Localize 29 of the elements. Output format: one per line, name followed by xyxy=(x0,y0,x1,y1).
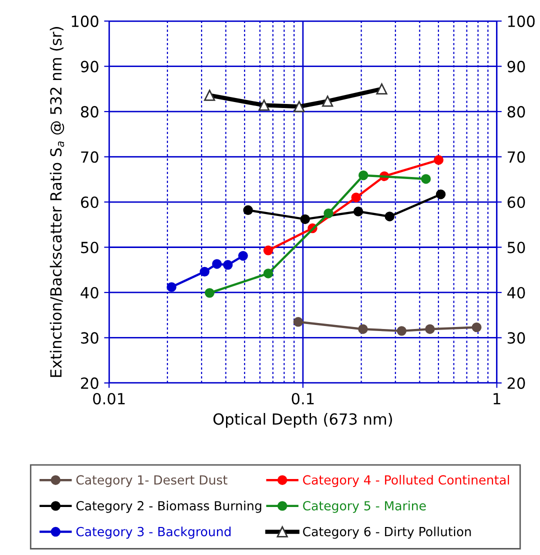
y-tick-label: 70 xyxy=(81,151,98,163)
y2-tick-label: 60 xyxy=(508,196,525,208)
y-tick-label: 100 xyxy=(72,16,98,28)
x-axis-title: Optical Depth (673 nm) xyxy=(213,413,392,428)
x-tick-label: 0.01 xyxy=(93,392,125,404)
legend-label: Category 5 - Marine xyxy=(303,500,426,513)
y-tick-label: 80 xyxy=(80,106,98,118)
y2-tick-label: 100 xyxy=(508,16,535,28)
y2-tick-label: 50 xyxy=(508,242,525,254)
y-tick-label: 20 xyxy=(81,377,98,389)
x-tick-label: 1 xyxy=(494,393,500,404)
legend-label: Category 1- Desert Dust xyxy=(76,475,228,488)
y2-tick-label: 40 xyxy=(507,286,525,299)
y2-tick-label: 20 xyxy=(508,377,525,389)
legend-label: Category 6 - Dirty Pollution xyxy=(303,526,471,539)
y-tick-label: 40 xyxy=(80,286,98,299)
y-tick-label: 50 xyxy=(81,242,98,254)
y2-tick-label: 30 xyxy=(508,332,525,344)
legend-label: Category 4 - Polluted Continental xyxy=(303,474,509,488)
y-tick-label: 30 xyxy=(81,332,98,344)
y2-tick-label: 90 xyxy=(507,60,525,72)
y2-tick-label: 70 xyxy=(508,151,525,163)
y2-tick-label: 80 xyxy=(508,106,525,118)
y-tick-label: 60 xyxy=(80,196,98,208)
legend-label: Category 2 - Biomass Burning xyxy=(76,500,262,513)
legend-label: Category 3 - Background xyxy=(76,526,231,539)
y-axis-title: Extinction/Backscatter Ratio S$_{a}$ @ 532 nm (sr) xyxy=(50,27,64,377)
x-tick-label: 0.1 xyxy=(292,392,314,404)
y-tick-label: 90 xyxy=(80,60,98,72)
